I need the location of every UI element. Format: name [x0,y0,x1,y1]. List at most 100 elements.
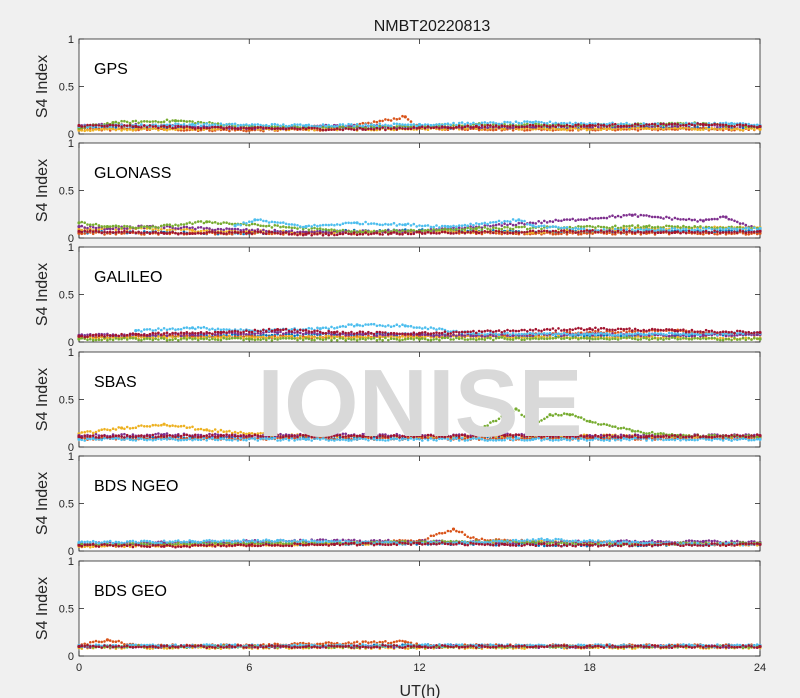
data-point [738,125,742,129]
data-point [554,125,557,128]
data-point [137,230,140,234]
data-point [707,126,711,129]
data-point [404,338,407,341]
data-point [452,338,455,341]
data-point [486,332,489,336]
data-point [423,229,427,232]
data-point [531,229,535,233]
data-point [577,218,580,221]
data-point [545,332,549,336]
data-point [256,335,260,339]
data-point [392,128,396,132]
data-point [284,327,288,331]
data-point [140,123,143,126]
data-point [168,120,172,123]
data-point [633,337,637,341]
data-point [370,123,373,126]
data-point [548,331,552,335]
data-point [571,129,574,132]
data-point [120,226,123,230]
data-point [545,337,549,341]
data-point [177,119,180,123]
data-point [684,218,688,222]
data-point [520,338,523,342]
data-point [177,127,180,131]
data-point [307,224,311,228]
data-point [432,338,436,341]
data-point [699,218,702,222]
data-point [611,225,614,229]
data-point [545,221,549,224]
data-point [392,231,396,234]
data-point [185,331,189,334]
data-point [645,214,648,217]
data-point [662,217,665,220]
data-point [259,224,262,227]
data-point [290,226,294,230]
data-point [659,227,662,231]
data-point [171,338,174,342]
data-point [585,332,589,336]
data-point [719,227,722,230]
data-point [313,128,316,132]
data-point [384,336,387,340]
data-point [614,337,617,341]
data-point [160,336,163,340]
data-point [330,223,333,226]
data-point [463,334,467,337]
data-point [713,229,716,233]
data-point [415,336,419,340]
data-point [253,332,257,336]
data-point [625,121,628,125]
data-point [293,328,296,332]
data-point [616,214,620,218]
data-point [616,333,620,337]
data-point [747,230,750,234]
data-point [91,333,95,337]
data-point [341,330,345,334]
data-point [509,333,512,337]
data-point [673,230,677,234]
data-point [551,129,555,132]
data-point [475,222,478,225]
data-point [707,231,711,234]
data-point [330,338,333,342]
data-point [730,334,733,338]
data-point [568,337,572,341]
data-point [639,338,643,341]
data-point [145,225,149,228]
data-point [466,330,470,334]
data-point [736,227,739,231]
data-point [497,230,501,233]
data-point [259,129,262,132]
data-point [208,227,211,230]
data-point [310,335,314,338]
data-point [384,118,387,121]
data-point [517,336,521,340]
data-point [480,124,484,127]
data-point [417,331,422,335]
data-point [667,122,671,126]
data-point [100,127,103,131]
data-point [367,337,370,340]
data-point [665,128,668,131]
data-point [228,127,231,130]
data-point [250,123,254,126]
data-point [347,232,350,236]
data-point [91,124,95,127]
data-point [347,127,350,131]
data-point [404,231,407,234]
data-point [517,332,521,336]
data-point [531,329,535,332]
data-point [463,338,467,341]
data-point [208,338,211,342]
data-point [514,125,518,129]
data-point [670,122,674,126]
data-point [270,329,274,333]
data-point [548,231,552,234]
data-point [426,128,430,131]
data-point [350,230,353,233]
data-point [245,231,248,235]
